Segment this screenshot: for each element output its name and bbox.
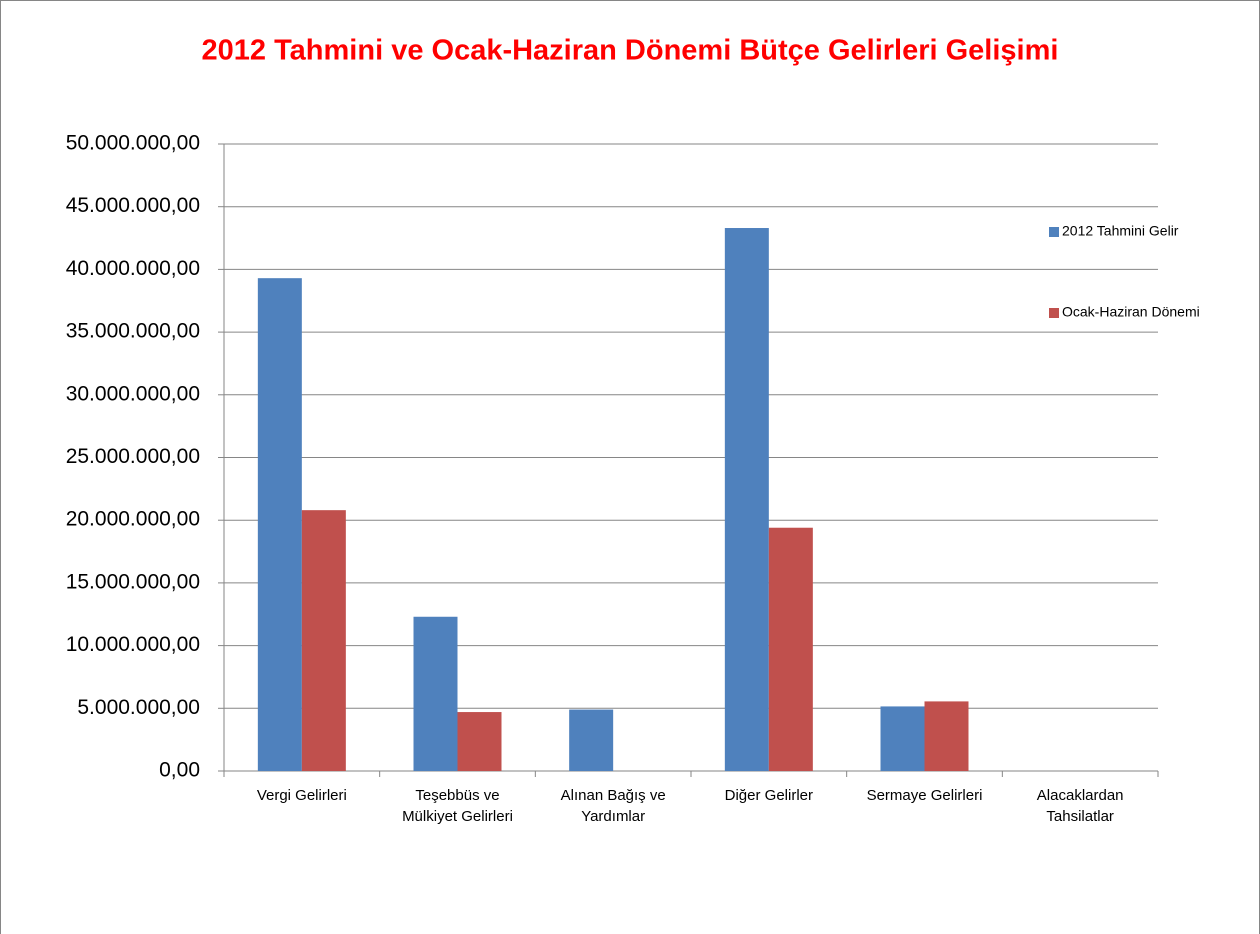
x-tick-label: Vergi Gelirleri (257, 787, 347, 804)
y-tick-label: 0,00 (159, 759, 200, 782)
x-tick-label-line: Vergi Gelirleri (257, 787, 347, 804)
x-tick-label-line: Tahsilatlar (1046, 808, 1114, 825)
x-tick-label: Alacaklardan Tahsilatlar (1037, 787, 1124, 825)
x-tick-label-line: Diğer Gelirler (725, 787, 813, 804)
x-tick-label-line: Sermaye Gelirleri (867, 787, 983, 804)
bar (569, 709, 614, 771)
y-tick-label: 35.000.000,00 (66, 320, 200, 343)
y-tick-label: 10.000.000,00 (66, 633, 200, 656)
bar (880, 706, 925, 771)
bar (413, 616, 458, 771)
legend-swatch (1049, 227, 1059, 237)
legend-label: Ocak-Haziran Dönemi (1062, 304, 1200, 320)
x-tick-label-line: Mülkiyet Gelirleri (402, 808, 513, 825)
y-tick-label: 25.000.000,00 (66, 445, 200, 468)
bar (724, 228, 769, 771)
bar (257, 278, 302, 771)
y-tick-label: 5.000.000,00 (77, 696, 200, 719)
bar (301, 510, 346, 771)
x-tick-label-line: Yardımlar (581, 808, 645, 825)
x-tick-label: Sermaye Gelirleri (867, 787, 983, 804)
x-tick-label: Diğer Gelirler (725, 787, 813, 804)
bar (768, 527, 813, 771)
bar (924, 701, 969, 771)
y-tick-label: 50.000.000,00 (66, 132, 200, 155)
y-tick-label: 45.000.000,00 (66, 194, 200, 217)
y-tick-label: 40.000.000,00 (66, 257, 200, 280)
y-tick-label: 30.000.000,00 (66, 382, 200, 405)
x-tick-label-line: Alacaklardan (1037, 787, 1124, 804)
x-tick-label-line: Teşebbüs ve (415, 787, 499, 804)
x-tick-label: Teşebbüs ve Mülkiyet Gelirleri (402, 787, 513, 825)
y-tick-label: 15.000.000,00 (66, 570, 200, 593)
legend-label: 2012 Tahmini Gelir (1062, 223, 1179, 239)
y-tick-label: 20.000.000,00 (66, 508, 200, 531)
chart-title: 2012 Tahmini ve Ocak-Haziran Dönemi Bütç… (202, 35, 1059, 67)
bar (457, 712, 502, 771)
legend-swatch (1049, 308, 1059, 318)
x-tick-label: Alınan Bağış ve Yardımlar (561, 787, 666, 825)
x-tick-label-line: Alınan Bağış ve (561, 787, 666, 804)
